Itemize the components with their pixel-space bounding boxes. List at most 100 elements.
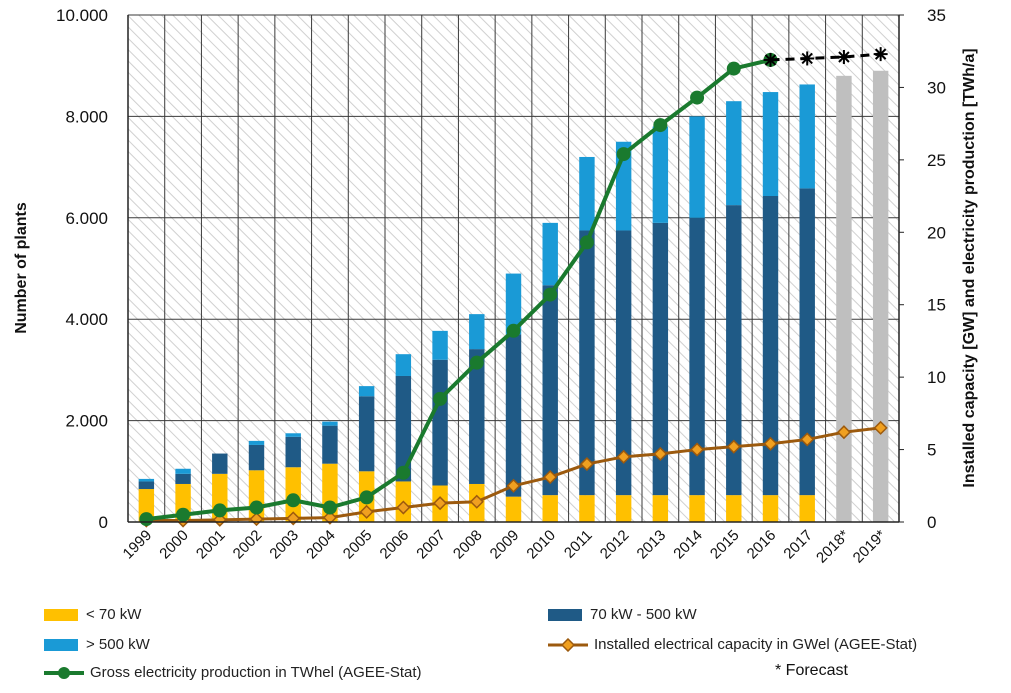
bar-segment — [726, 101, 742, 206]
bar-segment — [212, 453, 228, 474]
data-point-circle — [249, 500, 264, 515]
x-tick-label: 2017 — [780, 527, 816, 563]
x-tick-label: 2015 — [707, 527, 743, 563]
data-point-circle — [616, 147, 631, 162]
bar-segment — [469, 314, 485, 350]
y-left-axis-label: Number of plants — [13, 202, 30, 334]
bar-segment — [542, 222, 558, 286]
y-left-tick-label: 6.000 — [65, 209, 108, 228]
bar-segment — [469, 349, 485, 484]
bar-segment — [615, 230, 632, 496]
data-point-asterisk — [873, 47, 888, 62]
bar-segment — [762, 92, 779, 196]
data-point-diamond — [653, 446, 668, 461]
bar-segment — [358, 396, 375, 472]
x-tick-label: 2000 — [156, 527, 192, 563]
bar-segment — [175, 473, 191, 484]
y-right-tick-label: 5 — [927, 441, 936, 460]
y-right-tick-label: 20 — [927, 223, 946, 242]
bar-segment — [726, 205, 742, 496]
data-point-circle — [469, 355, 484, 370]
x-tick-label: 2016 — [744, 527, 780, 563]
legend-item-capacity: Installed electrical capacity in GWel (A… — [548, 636, 917, 653]
bar-segment — [799, 495, 815, 522]
legend-item-70-500: 70 kW - 500 kW — [548, 606, 697, 623]
data-point-circle — [726, 61, 741, 76]
data-point-diamond — [433, 496, 448, 511]
data-point-diamond — [359, 504, 374, 519]
bar-segment — [762, 495, 779, 522]
data-point-circle — [359, 490, 374, 505]
bar-segment — [726, 495, 742, 522]
legend-swatch — [44, 638, 78, 651]
data-point-circle — [176, 507, 191, 522]
x-tick-label: 2018* — [813, 527, 853, 567]
y-right-tick-label: 30 — [927, 78, 946, 97]
x-tick-label: 2009 — [487, 527, 523, 563]
bar-segment — [505, 496, 522, 522]
data-point-circle — [690, 90, 705, 105]
y-right-axis-label: Installed capacity [GW] and electricity … — [961, 48, 978, 487]
x-tick-label: 2008 — [450, 527, 486, 563]
bar-segment — [652, 495, 669, 522]
data-point-diamond — [800, 432, 815, 447]
data-point-circle — [322, 500, 337, 515]
data-point-asterisk — [763, 52, 778, 67]
legend-label: Gross electricity production in TWhel (A… — [90, 664, 422, 681]
y-right-tick-label: 10 — [927, 368, 946, 387]
data-point-asterisk — [800, 51, 815, 66]
bar-segment — [322, 421, 338, 426]
legend-line-diamond-icon — [548, 637, 588, 652]
legend-swatch — [44, 608, 78, 621]
bar-segment — [432, 330, 448, 360]
bar-segment — [579, 495, 595, 522]
y-right-tick-label: 15 — [927, 296, 946, 315]
data-point-circle — [506, 323, 521, 338]
bar-segment — [505, 334, 522, 497]
bar-segment — [652, 222, 669, 496]
data-point-circle — [653, 118, 668, 133]
legend-item-gt500: > 500 kW — [44, 636, 150, 653]
bar-segment — [395, 354, 412, 376]
bar-segment — [432, 359, 448, 486]
y-right-tick-label: 25 — [927, 151, 946, 170]
y-left-tick-label: 2.000 — [65, 412, 108, 431]
data-point-diamond — [322, 510, 337, 525]
bar-segment — [138, 481, 155, 490]
data-point-diamond — [579, 456, 594, 472]
chart-svg: 0 2.000 4.000 6.000 8.000 10.000 0 5 10 15 20 25 30 3… — [13, 6, 978, 567]
bar-segment — [615, 495, 632, 522]
bar-segment — [762, 195, 779, 496]
legend-swatch — [548, 608, 582, 621]
bar-segment — [175, 468, 191, 474]
data-point-circle — [396, 465, 411, 480]
y-left-tick-label: 8.000 — [65, 107, 108, 126]
x-tick-label: 2006 — [377, 527, 413, 563]
bar-segment — [285, 436, 301, 468]
bar-segment — [248, 440, 265, 445]
data-point-diamond — [726, 439, 741, 454]
x-tick-label: 2005 — [340, 527, 376, 563]
legend-label: 70 kW - 500 kW — [590, 606, 697, 623]
series-line — [770, 52, 881, 62]
x-tick-label: 2002 — [230, 527, 266, 563]
x-tick-label: 2011 — [561, 527, 596, 562]
data-point-diamond — [873, 420, 888, 435]
bar-segment — [579, 230, 595, 496]
x-tick-label: 2010 — [523, 527, 559, 563]
legend-label: > 500 kW — [86, 636, 150, 653]
bar-segment — [358, 386, 375, 397]
bar-segment — [542, 495, 558, 522]
legend-line-circle-icon — [44, 666, 84, 679]
data-point-diamond — [212, 512, 227, 527]
data-point-diamond — [396, 500, 411, 515]
data-point-circle — [433, 391, 448, 406]
bar-segment — [248, 444, 265, 471]
data-point-diamond — [690, 442, 705, 457]
forecast-note: * Forecast — [775, 662, 848, 679]
data-point-circle — [212, 503, 227, 518]
data-point-circle — [579, 235, 594, 250]
bar-segment — [689, 116, 705, 218]
x-tick-label: 1999 — [120, 527, 156, 563]
bar-segment — [542, 285, 558, 496]
